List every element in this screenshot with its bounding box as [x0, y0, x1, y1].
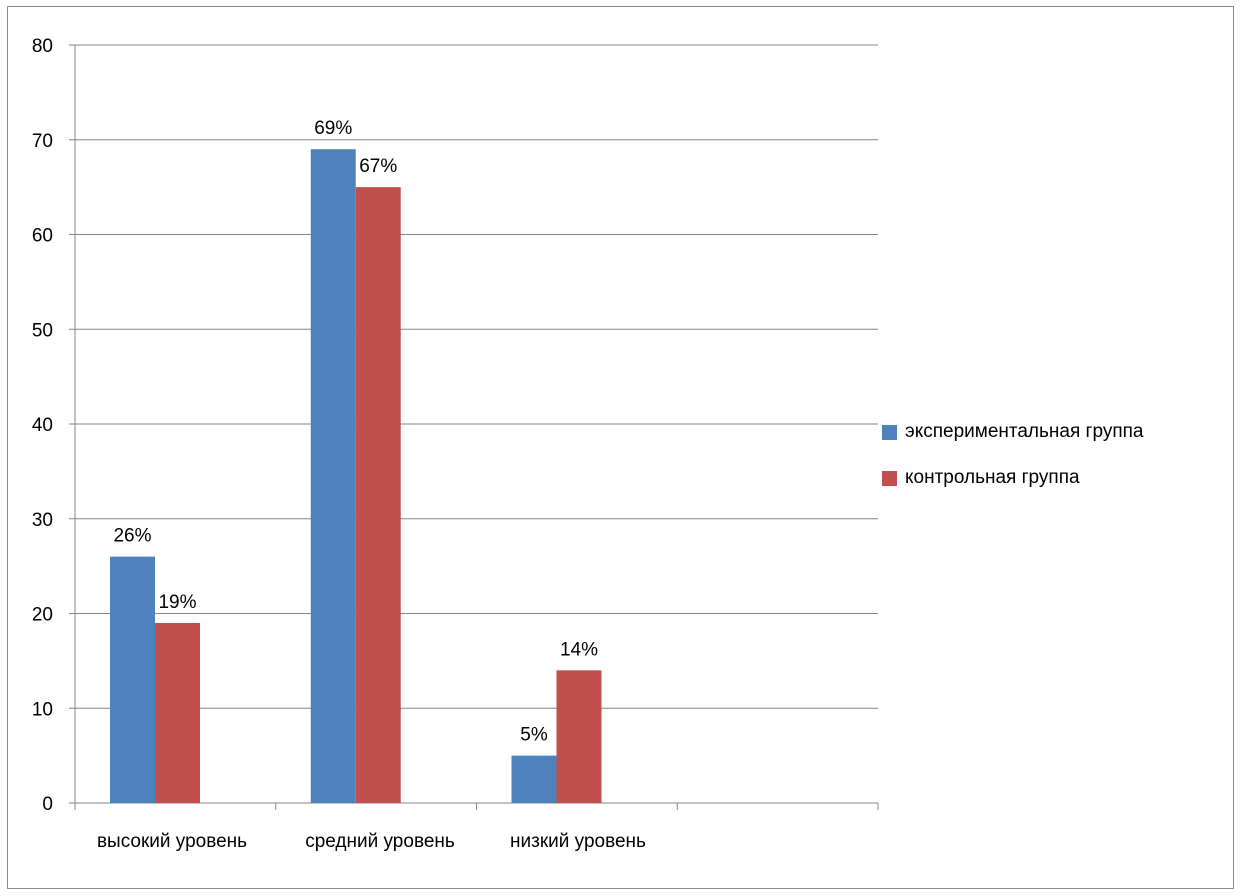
x-category-label: средний уровень	[305, 831, 455, 852]
bar-experimental	[511, 755, 557, 803]
legend-label-experimental: экспериментальная группа	[905, 421, 1144, 442]
bar-control	[155, 622, 200, 803]
data-label: 69%	[314, 118, 352, 139]
bar-experimental	[110, 556, 155, 803]
data-label: 5%	[520, 725, 548, 746]
y-tick-label: 20	[32, 605, 53, 626]
legend-item-experimental: экспериментальная группа	[882, 420, 1143, 444]
x-category-label: высокий уровень	[97, 831, 247, 852]
y-tick-label: 50	[32, 320, 53, 341]
chart-frame	[7, 6, 1234, 889]
y-tick-label: 0	[42, 794, 53, 815]
legend-swatch-experimental	[882, 424, 897, 440]
data-label: 26%	[113, 526, 151, 547]
bar-control	[556, 670, 602, 803]
legend: экспериментальная группа контрольная гру…	[882, 420, 1143, 512]
y-tick-label: 40	[32, 415, 53, 436]
y-tick-label: 10	[32, 699, 53, 720]
bar-experimental	[310, 149, 356, 804]
y-tick-label: 30	[32, 510, 53, 531]
y-tick-label: 60	[32, 226, 53, 247]
legend-label-control: контрольная группа	[905, 467, 1080, 488]
x-category-label: низкий уровень	[510, 831, 646, 852]
y-tick-label: 80	[32, 36, 53, 57]
y-tick-label: 70	[32, 131, 53, 152]
legend-item-control: контрольная группа	[882, 466, 1143, 490]
data-label: 67%	[359, 156, 397, 177]
bar-control	[355, 187, 401, 803]
data-label: 19%	[158, 592, 196, 613]
data-label: 14%	[560, 639, 598, 660]
legend-swatch-control	[882, 470, 897, 486]
